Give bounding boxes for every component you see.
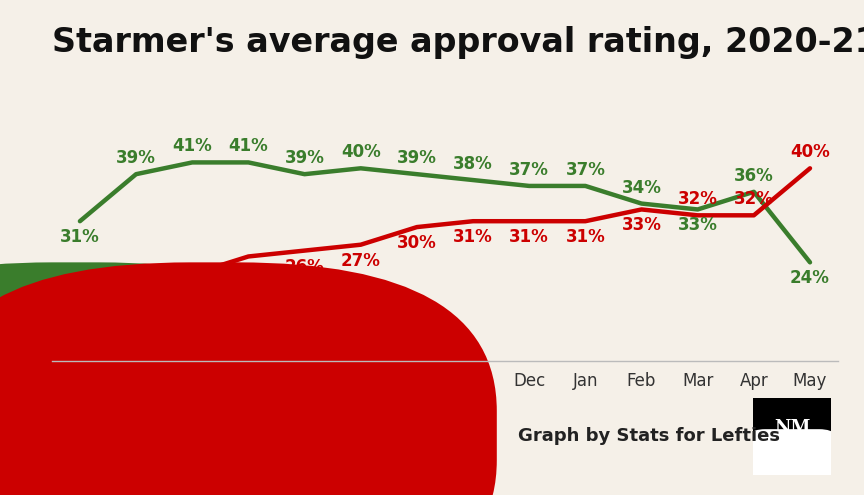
Text: 33%: 33% [621, 216, 662, 235]
Text: 25%: 25% [228, 263, 269, 282]
Text: 41%: 41% [228, 138, 269, 155]
Text: 34%: 34% [621, 179, 662, 197]
Text: Approve: Approve [108, 426, 200, 445]
Text: 41%: 41% [172, 138, 213, 155]
Text: 22%: 22% [172, 281, 213, 299]
Text: Graph by Stats for Lefties: Graph by Stats for Lefties [518, 427, 780, 445]
Text: 31%: 31% [60, 228, 100, 246]
Text: 37%: 37% [509, 161, 550, 179]
Text: 24%: 24% [790, 269, 830, 287]
Text: 38%: 38% [453, 155, 493, 173]
FancyBboxPatch shape [741, 429, 842, 481]
Text: 32%: 32% [734, 191, 774, 208]
Text: 19%: 19% [60, 298, 100, 317]
Text: 31%: 31% [453, 228, 493, 246]
Text: 33%: 33% [677, 216, 718, 235]
Text: 31%: 31% [509, 228, 550, 246]
Text: 40%: 40% [790, 144, 830, 161]
Text: 39%: 39% [284, 149, 325, 167]
Text: 30%: 30% [397, 234, 437, 252]
Text: 32%: 32% [677, 191, 718, 208]
Text: 36%: 36% [734, 167, 774, 185]
Text: 31%: 31% [565, 228, 606, 246]
Text: Disapprove: Disapprove [246, 426, 371, 445]
Text: 27%: 27% [340, 251, 381, 270]
Text: 37%: 37% [565, 161, 606, 179]
Text: Starmer's average approval rating, 2020-21: Starmer's average approval rating, 2020-… [52, 26, 864, 59]
Text: 22%: 22% [116, 281, 156, 299]
Text: 39%: 39% [116, 149, 156, 167]
Text: 26%: 26% [284, 257, 325, 276]
Text: 39%: 39% [397, 149, 437, 167]
Text: 40%: 40% [340, 144, 381, 161]
Text: NM: NM [774, 419, 810, 437]
